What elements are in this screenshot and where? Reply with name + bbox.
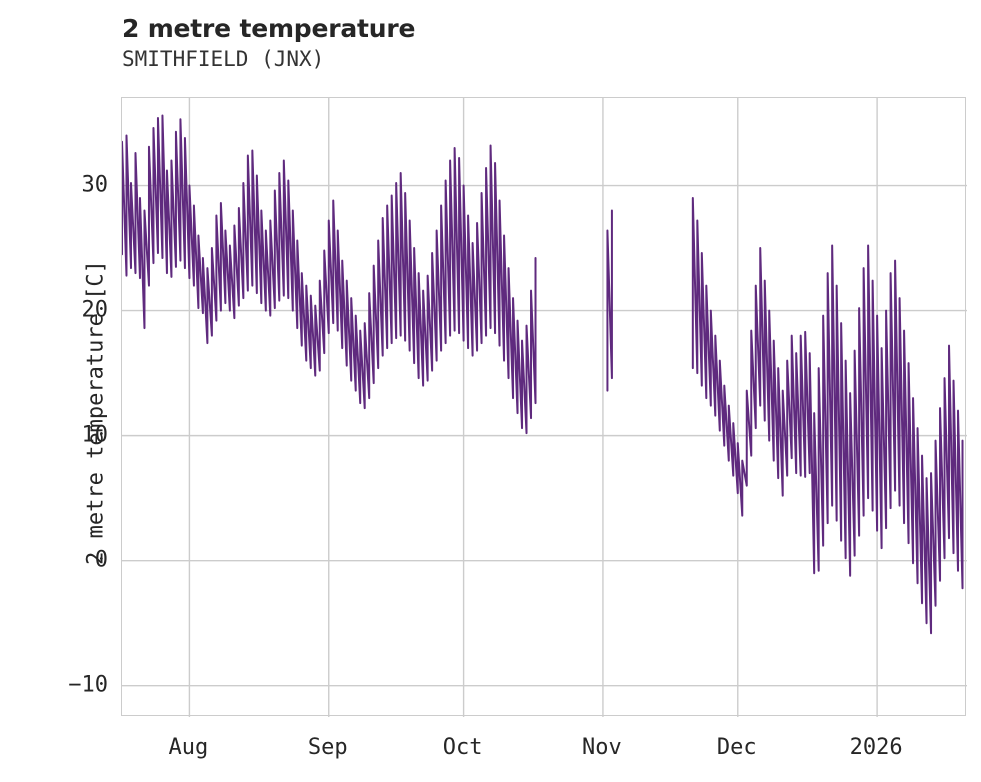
series-line [691,197,964,635]
y-tick-label: −10 [68,672,108,698]
y-tick-labels: 30 20 10 0 −10 [0,0,108,782]
x-tick-label: Aug [168,735,209,760]
title-block: 2 metre temperature SMITHFIELD (JNX) [122,14,942,72]
y-tick-label: 20 [81,297,109,323]
plot-canvas [122,98,967,717]
y-tick-label: 0 [94,547,108,573]
y-tick-label: 10 [81,422,109,448]
page-title: 2 metre temperature [122,14,416,43]
x-tick-label: Dec [716,735,757,760]
plot-area [121,97,967,717]
x-tick-label: Sep [307,735,348,760]
x-tick-label: Oct [442,735,483,760]
y-tick-label: 30 [81,172,109,198]
series-line [606,209,613,392]
chart-subtitle: SMITHFIELD (JNX) [122,47,325,71]
x-tick-label: Nov [582,735,622,760]
series-line [122,114,537,435]
temperature-series [122,114,964,635]
x-tick-label: 2026 [849,735,903,760]
